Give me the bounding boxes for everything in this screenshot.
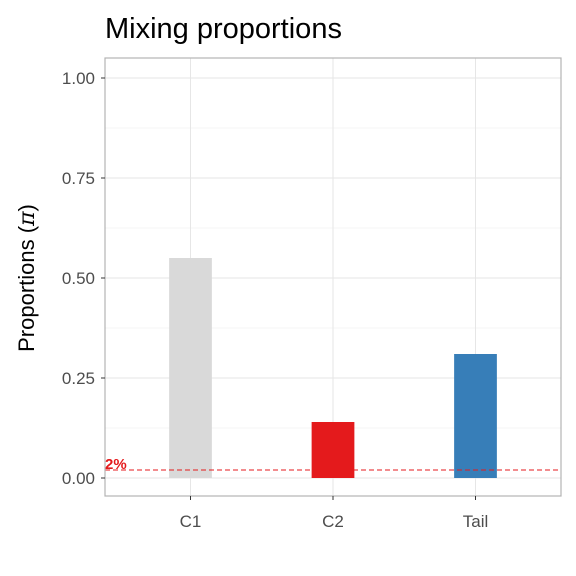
threshold-group: 2% [105,456,561,473]
y-tick-label: 0.00 [62,469,95,488]
y-tick-label: 0.25 [62,369,95,388]
bar-tail [454,354,497,478]
y-tick-label: 0.50 [62,269,95,288]
bar-c1 [169,258,212,478]
y-axis: 0.00 0.25 0.50 0.75 1.00 [62,69,105,488]
y-tick-label: 0.75 [62,169,95,188]
bars [169,258,497,478]
chart-title: Mixing proportions [105,13,342,45]
x-axis: C1 C2 Tail [180,496,489,531]
x-tick-label: C1 [180,512,202,531]
y-axis-label: Proportions (π) [14,204,40,352]
threshold-label: 2% [105,456,127,473]
x-tick-label: C2 [322,512,344,531]
bar-c2 [311,422,355,478]
y-tick-label: 1.00 [62,69,95,88]
x-tick-label: Tail [463,512,489,531]
